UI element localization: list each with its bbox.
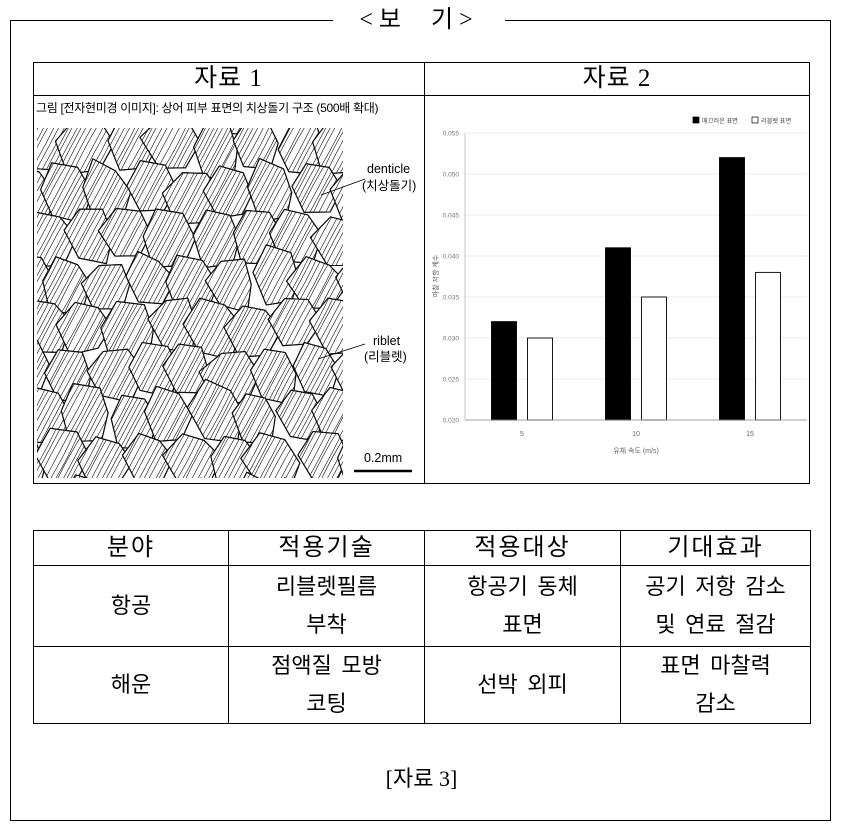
friction-bar-chart: 0.020 0.025 0.030 0.035 0.040 0.045 0.050 0.055… <box>431 116 807 455</box>
bar-series2-15 <box>755 271 781 421</box>
denticle-scale <box>60 383 109 443</box>
denticle-scale <box>192 209 241 269</box>
denticle-scale <box>143 385 193 442</box>
cell-text: 선박 외피 <box>477 672 568 697</box>
legend-label-series2: 리블렛 표면 <box>761 117 791 125</box>
cell-technology: 리블렛필름 부착 <box>228 565 425 647</box>
figure-annotations <box>317 178 412 473</box>
material-1-header: 자료 1 <box>194 65 263 92</box>
cell-text: 감소 <box>695 691 736 716</box>
denticle-scale <box>233 471 283 478</box>
application-table: 분야 적용기술 적용대상 기대효과 항공 리블렛필름 부착 항공기 동체 표면 … <box>33 530 811 724</box>
denticle-sketch <box>37 128 343 478</box>
col-header-effect: 기대효과 <box>620 530 811 566</box>
scale-bar-label: 0.2mm <box>364 451 403 465</box>
cell-text: 표면 마찰력 <box>660 653 771 678</box>
riblet-label-korean: (리블렛) <box>364 350 407 364</box>
denticle-scale <box>309 216 343 267</box>
riblet-label: riblet <box>373 334 401 348</box>
y-axis-label: 마찰 저항 계수 <box>431 254 440 297</box>
cell-field: 해운 <box>33 646 229 724</box>
figure-caption: 그림 [전자현미경 이미지]: 상어 피부 표면의 치상돌기 구조 (500배 … <box>36 101 379 115</box>
bar-series1-5 <box>491 321 517 421</box>
y-tick-label: 0.040 <box>443 253 460 260</box>
x-tick-label: 10 <box>632 431 640 438</box>
bar-series2-5 <box>527 337 553 421</box>
y-tick-label: 0.045 <box>443 212 460 219</box>
cell-technology: 점액질 모방 코팅 <box>228 646 425 724</box>
denticle-scale <box>311 386 343 442</box>
bar-series1-15 <box>719 157 745 421</box>
denticle-scale <box>337 430 343 478</box>
cell-target: 선박 외피 <box>424 646 621 724</box>
denticle-scale <box>42 256 91 315</box>
cell-text: 공기 저항 감소 <box>645 574 786 599</box>
denticle-scale <box>329 169 343 226</box>
cell-text: 해운 <box>110 672 152 697</box>
denticle-label-korean: (치상돌기) <box>362 179 417 193</box>
legend-label-series1: 매끄러운 표면 <box>702 117 738 125</box>
table-header-row: 분야 적용기술 적용대상 기대효과 <box>33 530 811 566</box>
denticle-label: denticle <box>367 162 411 176</box>
col-header-technology: 적용기술 <box>228 530 425 566</box>
denticle-scale <box>335 254 343 313</box>
denticle-scale <box>97 207 152 257</box>
denticle-scale <box>63 208 114 265</box>
denticle-scale <box>60 474 108 478</box>
y-tick-label: 0.055 <box>443 130 460 137</box>
denticle-scale <box>37 427 91 478</box>
y-tick-label: 0.020 <box>443 417 460 424</box>
boogi-title: <보 기> <box>333 5 505 35</box>
bar-series1-10 <box>605 247 631 421</box>
denticle-scale <box>240 432 301 478</box>
cell-text: 코팅 <box>306 691 347 716</box>
cell-text: 점액질 모방 <box>271 653 382 678</box>
col-header-target: 적용대상 <box>424 530 621 566</box>
legend-swatch-series1 <box>692 116 700 124</box>
denticle-scale <box>202 165 253 219</box>
riblet-leader-line <box>317 343 366 360</box>
legend-swatch-series2 <box>751 116 759 124</box>
x-axis-label: 유체 속도 (m/s) <box>613 447 659 455</box>
cell-field: 항공 <box>33 565 229 647</box>
x-tick-label: 15 <box>746 431 754 438</box>
materials-table <box>33 62 810 484</box>
denticle-scale <box>55 301 113 356</box>
cell-effect: 공기 저항 감소 및 연료 절감 <box>620 565 811 647</box>
denticle-scale <box>275 389 324 442</box>
cell-text: 및 연료 절감 <box>655 612 776 637</box>
bar-series2-10 <box>641 296 667 421</box>
cell-text: 표면 <box>502 612 543 637</box>
material-2-header: 자료 2 <box>582 65 652 92</box>
y-tick-label: 0.035 <box>443 294 460 301</box>
y-tick-label: 0.025 <box>443 376 460 383</box>
cell-effect: 표면 마찰력 감소 <box>620 646 811 724</box>
denticle-scale <box>273 477 323 478</box>
denticle-scale <box>267 297 323 347</box>
table-row: 항공 리블렛필름 부착 항공기 동체 표면 공기 저항 감소 및 연료 절감 <box>33 565 811 647</box>
denticle-scale <box>246 157 293 222</box>
col-header-field: 분야 <box>33 530 229 566</box>
cell-text: 부착 <box>306 612 347 637</box>
x-tick-label: 5 <box>520 431 524 438</box>
table-column-divider <box>424 62 425 484</box>
cell-text: 리블렛필름 <box>275 574 378 599</box>
denticle-scale <box>297 430 343 478</box>
material-3-label: [자료 3] <box>385 766 458 791</box>
table-header-divider <box>33 95 810 96</box>
cell-target: 항공기 동체 표면 <box>424 565 621 647</box>
y-tick-label: 0.030 <box>443 335 460 342</box>
y-tick-label: 0.050 <box>443 171 460 178</box>
cell-text: 항공 <box>110 593 152 618</box>
table-row: 해운 점액질 모방 코팅 선박 외피 표면 마찰력 감소 <box>33 646 811 724</box>
denticle-leader-line <box>320 178 366 196</box>
cell-text: 항공기 동체 <box>467 574 578 599</box>
